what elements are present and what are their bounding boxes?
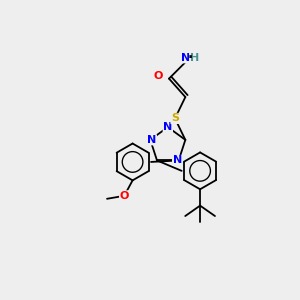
Text: O: O (154, 70, 163, 81)
Text: N: N (181, 53, 190, 63)
Text: N: N (172, 155, 182, 166)
Text: O: O (120, 191, 129, 201)
Text: N: N (147, 135, 156, 145)
Text: ·: · (188, 51, 193, 65)
Text: S: S (171, 113, 179, 123)
Text: H: H (190, 53, 199, 63)
Text: N: N (163, 122, 172, 132)
